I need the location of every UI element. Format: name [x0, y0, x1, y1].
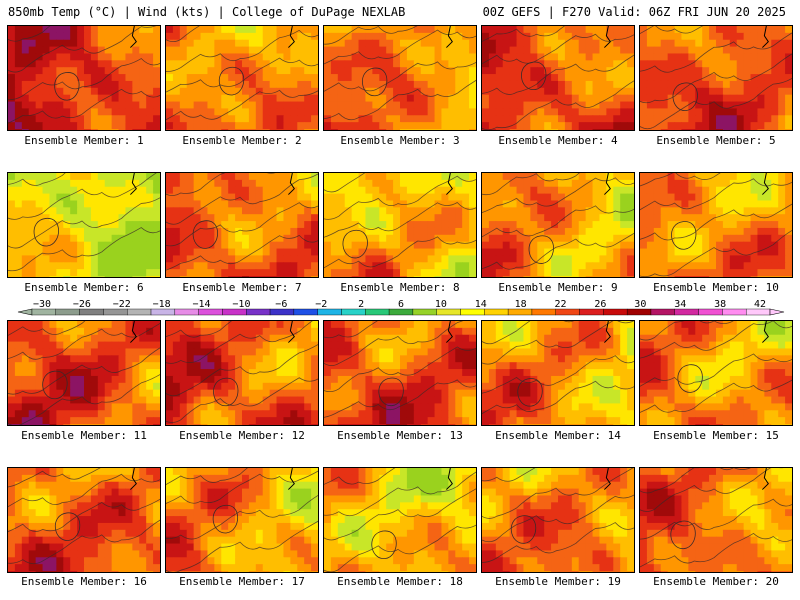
colorbar-tick-label: −6 — [275, 299, 287, 310]
ensemble-member-label: Ensemble Member: 16 — [21, 575, 147, 588]
temperature-field — [482, 321, 634, 425]
ensemble-member-label: Ensemble Member: 10 — [653, 281, 779, 294]
ensemble-member-label: Ensemble Member: 8 — [340, 281, 460, 294]
temperature-field — [324, 173, 476, 277]
colorbar-tick-label: −22 — [113, 299, 131, 310]
colorbar-tick-label: −14 — [193, 299, 211, 310]
temperature-field — [324, 468, 476, 572]
ensemble-member-label: Ensemble Member: 5 — [656, 134, 776, 147]
temperature-field — [8, 173, 160, 277]
colorbar-tick-label: 42 — [754, 299, 766, 310]
temperature-field — [8, 321, 160, 425]
colorbar-tick-label: −30 — [33, 299, 51, 310]
colorbar-segment — [531, 308, 556, 316]
ensemble-map-19 — [481, 467, 635, 573]
ensemble-map-12 — [165, 320, 319, 426]
ensemble-map-20 — [639, 467, 793, 573]
colorbar-tick-label: 38 — [714, 299, 726, 310]
ensemble-member-label: Ensemble Member: 18 — [337, 575, 463, 588]
product-title: 850mb Temp (°C) | Wind (kts) | College o… — [8, 5, 406, 19]
colorbar-tick-label: 6 — [398, 299, 404, 310]
ensemble-map-1 — [7, 25, 161, 131]
temperature-field — [324, 26, 476, 130]
colorbar-tick-label: 30 — [634, 299, 646, 310]
colorbar-tick-label: −26 — [73, 299, 91, 310]
ensemble-map-17 — [165, 467, 319, 573]
temperature-field — [482, 173, 634, 277]
ensemble-member-label: Ensemble Member: 9 — [498, 281, 618, 294]
temperature-field — [166, 468, 318, 572]
ensemble-member-label: Ensemble Member: 20 — [653, 575, 779, 588]
ensemble-map-8 — [323, 172, 477, 278]
colorbar-min-arrow — [17, 308, 33, 316]
ensemble-map-13 — [323, 320, 477, 426]
ensemble-map-2 — [165, 25, 319, 131]
colorbar-tick-label: 26 — [594, 299, 606, 310]
temperature-field — [640, 468, 792, 572]
colorbar-tick-label: 18 — [515, 299, 527, 310]
ensemble-map-7 — [165, 172, 319, 278]
ensemble-member-label: Ensemble Member: 7 — [182, 281, 302, 294]
ensemble-map-4 — [481, 25, 635, 131]
ensemble-member-label: Ensemble Member: 19 — [495, 575, 621, 588]
ensemble-map-6 — [7, 172, 161, 278]
temperature-field — [166, 26, 318, 130]
ensemble-member-label: Ensemble Member: 12 — [179, 429, 305, 442]
ensemble-map-3 — [323, 25, 477, 131]
colorbar-segment — [412, 308, 437, 316]
ensemble-map-9 — [481, 172, 635, 278]
colorbar-segment — [293, 308, 318, 316]
temperature-field — [166, 321, 318, 425]
temperature-field — [640, 26, 792, 130]
colorbar-tick-label: 10 — [435, 299, 447, 310]
temperature-field — [482, 26, 634, 130]
ensemble-map-5 — [639, 25, 793, 131]
ensemble-member-label: Ensemble Member: 1 — [24, 134, 144, 147]
ensemble-map-10 — [639, 172, 793, 278]
colorbar-tick-label: −18 — [153, 299, 171, 310]
ensemble-map-16 — [7, 467, 161, 573]
colorbar-tick-label: −10 — [232, 299, 250, 310]
valid-time-label: 00Z GEFS | F270 Valid: 06Z FRI JUN 20 20… — [482, 5, 786, 19]
ensemble-map-18 — [323, 467, 477, 573]
temperature-colorbar: −30 −26 −22 −18 −14 −10 −6 −2 2 6 10 14 18 22 26 30 34 38… — [17, 299, 785, 316]
colorbar-tick-label: −2 — [315, 299, 327, 310]
ensemble-map-11 — [7, 320, 161, 426]
ensemble-member-label: Ensemble Member: 17 — [179, 575, 305, 588]
ensemble-member-label: Ensemble Member: 15 — [653, 429, 779, 442]
colorbar-tick-label: 14 — [475, 299, 487, 310]
ensemble-member-label: Ensemble Member: 11 — [21, 429, 147, 442]
colorbar-tick-label: 34 — [674, 299, 686, 310]
temperature-field — [324, 321, 476, 425]
ensemble-member-label: Ensemble Member: 4 — [498, 134, 618, 147]
colorbar-tick-label: 22 — [555, 299, 567, 310]
temperature-field — [8, 468, 160, 572]
colorbar-max-arrow — [769, 308, 785, 316]
colorbar-segment — [603, 308, 628, 316]
ensemble-member-label: Ensemble Member: 6 — [24, 281, 144, 294]
temperature-field — [640, 173, 792, 277]
ensemble-member-label: Ensemble Member: 14 — [495, 429, 621, 442]
colorbar-segment — [484, 308, 509, 316]
ensemble-member-label: Ensemble Member: 2 — [182, 134, 302, 147]
temperature-field — [482, 468, 634, 572]
colorbar-segment — [365, 308, 390, 316]
temperature-field — [166, 173, 318, 277]
colorbar-segment — [650, 308, 675, 316]
ensemble-map-15 — [639, 320, 793, 426]
ensemble-member-label: Ensemble Member: 3 — [340, 134, 460, 147]
temperature-field — [640, 321, 792, 425]
temperature-field — [8, 26, 160, 130]
colorbar-tick-label: 2 — [358, 299, 364, 310]
ensemble-map-14 — [481, 320, 635, 426]
ensemble-member-label: Ensemble Member: 13 — [337, 429, 463, 442]
